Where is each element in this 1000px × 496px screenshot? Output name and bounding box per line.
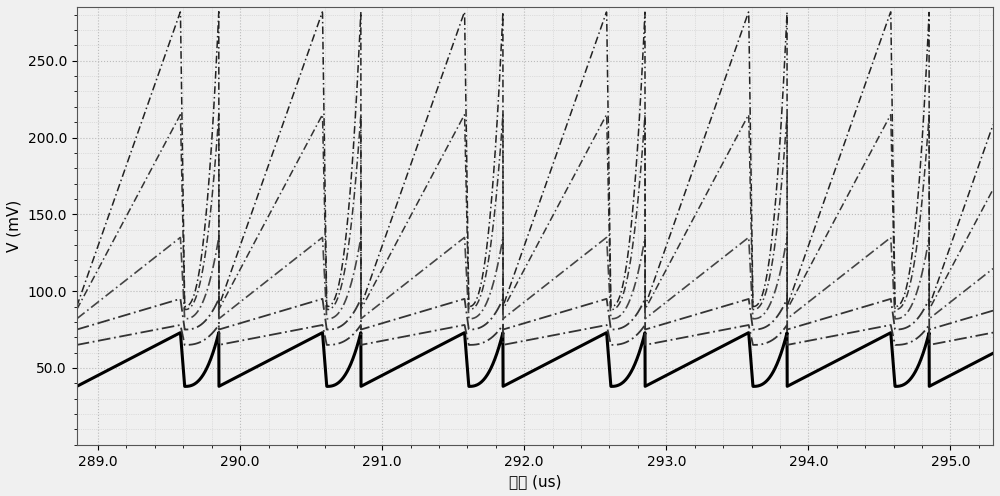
X-axis label: 时间 (us): 时间 (us) [509, 474, 561, 489]
Y-axis label: V (mV): V (mV) [7, 200, 22, 252]
